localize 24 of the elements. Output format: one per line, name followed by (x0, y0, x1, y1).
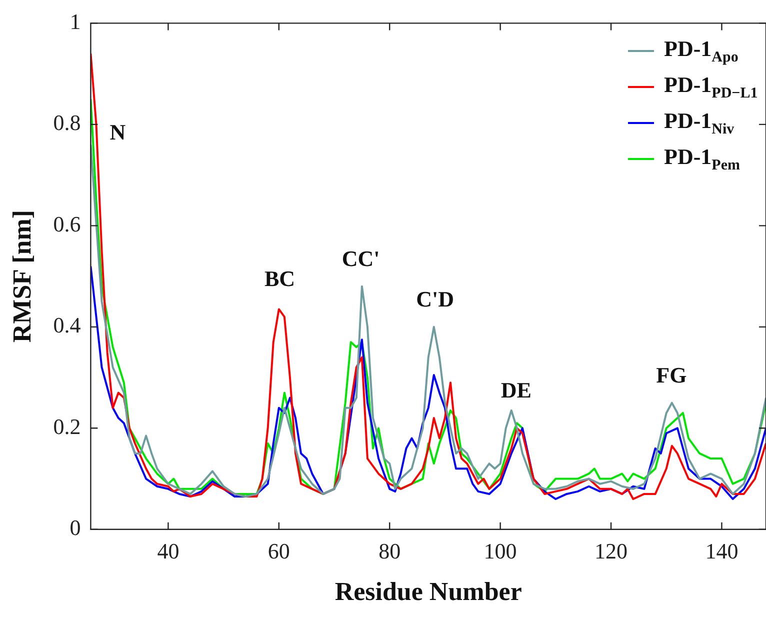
annotation: N (110, 119, 126, 144)
legend-label: PD-1$_{Apo}$ (664, 36, 738, 66)
y-axis-title: RMSF [nm] (7, 210, 36, 343)
annotation: C'D (416, 286, 454, 312)
y-tick-label: 0.6 (53, 211, 81, 236)
x-tick-label: 120 (594, 538, 628, 564)
annotation: DE (500, 378, 532, 403)
legend-label: PD-1$_{Pem}$ (664, 144, 740, 174)
y-tick-label: 0.2 (53, 414, 81, 439)
y-tick-label: 1 (70, 8, 81, 34)
annotation: CC' (342, 246, 380, 271)
x-tick-label: 140 (705, 538, 738, 564)
y-tick-label: 0 (70, 515, 81, 540)
annotation: BC (264, 266, 296, 292)
y-tick-label: 0.8 (53, 110, 81, 136)
x-tick-label: 40 (157, 538, 180, 564)
x-axis-title: Residue Number (334, 577, 522, 606)
x-tick-label: 60 (268, 538, 290, 564)
legend-label: PD-1$_{PD−L1}$ (664, 72, 758, 102)
y-tick-label: 0.4 (53, 312, 81, 338)
x-tick-label: 100 (484, 538, 517, 564)
annotation: FG (656, 362, 687, 388)
x-tick-label: 80 (378, 538, 401, 564)
legend-label: PD-1$_{Niv}$ (664, 108, 734, 138)
